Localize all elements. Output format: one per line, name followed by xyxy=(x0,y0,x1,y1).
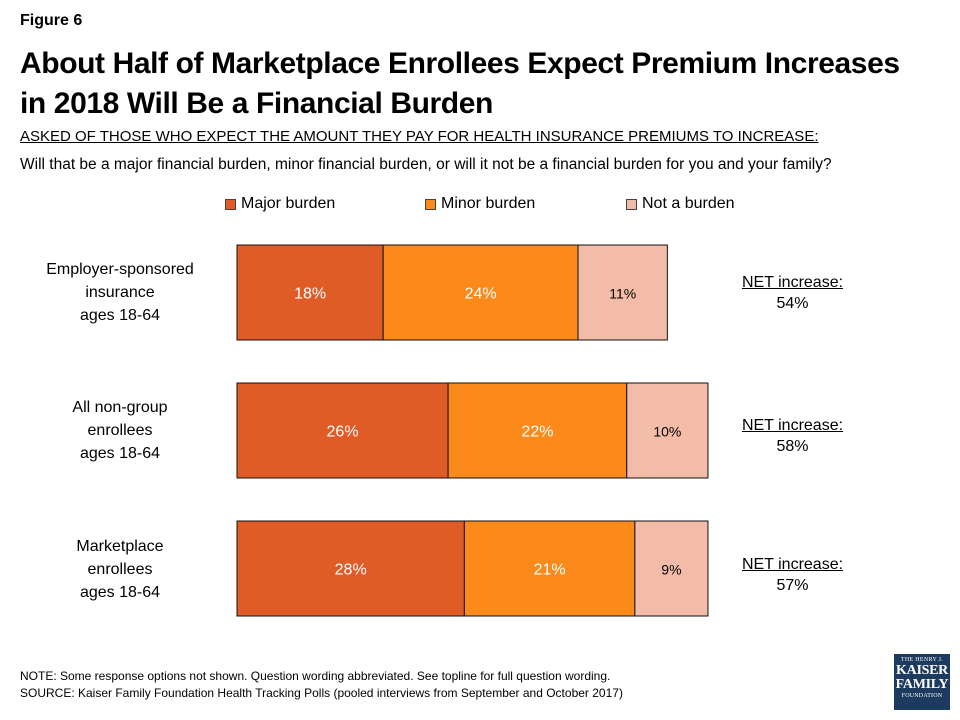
legend-item-major: Major burden xyxy=(225,195,335,213)
bar-segment-minor-3 xyxy=(463,520,636,617)
legend-label-major: Major burden xyxy=(241,195,336,212)
asked-of-text: ASKED OF THOSE WHO EXPECT THE AMOUNT THE… xyxy=(20,128,819,145)
kff-logo: THE HENRY J. KAISER FAMILY FOUNDATION xyxy=(894,654,950,710)
bar-segment-minor-1 xyxy=(382,244,579,341)
category-label-marketplace: Marketplace enrollees ages 18-64 xyxy=(20,535,220,604)
data-label-not-3: 9% xyxy=(661,562,681,578)
category-label-line: ages 18-64 xyxy=(79,307,161,324)
logo-line-1: THE HENRY J. xyxy=(900,657,944,663)
net-increase-employer: NET increase: 54% xyxy=(720,272,865,314)
data-label-not-2: 10% xyxy=(653,424,681,440)
category-label-line: ages 18-64 xyxy=(79,445,161,462)
bar-segment-minor-2 xyxy=(447,382,628,479)
net-increase-label: NET increase: xyxy=(741,556,844,573)
data-label-not-1: 11% xyxy=(609,286,636,302)
bar-segment-not-1 xyxy=(577,244,668,341)
note-line: NOTE: Some response options not shown. Q… xyxy=(20,669,611,683)
title-line-2: in 2018 Will Be a Financial Burden xyxy=(20,87,493,120)
figure-label: Figure 6 xyxy=(20,12,83,29)
data-label-major-1: 18% xyxy=(294,286,326,303)
question-text: Will that be a major financial burden, m… xyxy=(20,156,832,173)
net-increase-label: NET increase: xyxy=(741,417,844,434)
category-label-line: enrollees xyxy=(87,422,153,439)
chart-title: About Half of Marketplace Enrollees Expe… xyxy=(20,44,950,124)
net-increase-nongroup: NET increase: 58% xyxy=(720,415,865,457)
bar-segment-not-3 xyxy=(634,520,709,617)
legend-swatch-major xyxy=(225,198,236,210)
legend: Major burden Minor burden Not a burden xyxy=(0,195,960,219)
source-line: SOURCE: Kaiser Family Foundation Health … xyxy=(20,686,623,700)
category-label-line: Marketplace xyxy=(76,538,164,555)
bar-segment-major-3 xyxy=(236,520,465,617)
net-increase-value: 57% xyxy=(776,577,809,594)
logo-line-2: KAISER xyxy=(896,663,948,678)
legend-label-not: Not a burden xyxy=(642,195,735,212)
data-label-major-3: 28% xyxy=(335,562,367,579)
bar-segment-major-2 xyxy=(236,382,449,479)
logo-line-4: FOUNDATION xyxy=(901,693,943,699)
data-label-minor-3: 21% xyxy=(534,562,566,579)
category-label-line: All non-group xyxy=(72,399,168,416)
net-increase-marketplace: NET increase: 57% xyxy=(720,554,865,596)
net-increase-value: 58% xyxy=(776,438,809,455)
category-label-nongroup: All non-group enrollees ages 18-64 xyxy=(20,396,220,465)
title-line-1: About Half of Marketplace Enrollees Expe… xyxy=(20,47,900,80)
bar-segment-not-2 xyxy=(626,382,709,479)
net-increase-label: NET increase: xyxy=(741,274,844,291)
category-label-line: enrollees xyxy=(87,561,153,578)
data-label-major-2: 26% xyxy=(327,424,359,441)
legend-item-minor: Minor burden xyxy=(425,195,535,213)
legend-label-minor: Minor burden xyxy=(441,195,536,212)
legend-swatch-not xyxy=(626,198,637,210)
category-label-line: Employer-sponsored xyxy=(46,261,194,278)
data-label-minor-1: 24% xyxy=(465,286,497,303)
category-label-line: ages 18-64 xyxy=(79,584,161,601)
legend-swatch-minor xyxy=(425,198,436,210)
logo-line-3: FAMILY xyxy=(895,677,949,692)
data-label-minor-2: 22% xyxy=(521,424,553,441)
legend-item-not: Not a burden xyxy=(626,195,735,213)
category-label-employer: Employer-sponsored insurance ages 18-64 xyxy=(20,258,220,327)
footnote: NOTE: Some response options not shown. Q… xyxy=(20,668,623,702)
bar-segment-major-1 xyxy=(236,244,384,341)
net-increase-value: 54% xyxy=(776,295,809,312)
category-label-line: insurance xyxy=(85,284,155,301)
